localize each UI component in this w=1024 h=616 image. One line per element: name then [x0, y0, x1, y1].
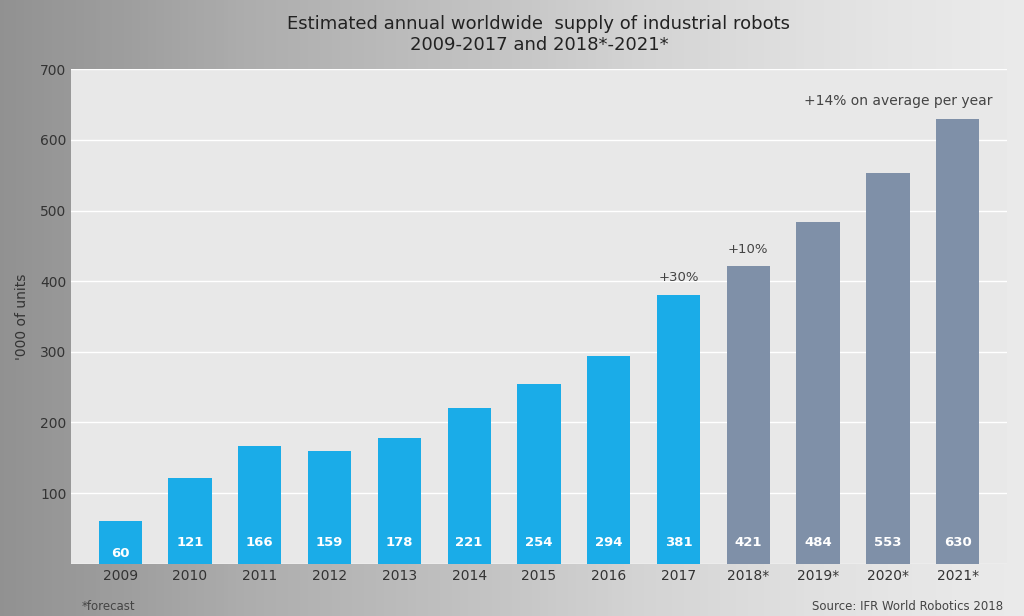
Bar: [587, 356, 631, 564]
Text: 254: 254: [525, 536, 553, 549]
Text: +10%: +10%: [728, 243, 769, 256]
Text: 421: 421: [734, 536, 762, 549]
Bar: [378, 438, 421, 564]
Bar: [797, 222, 840, 564]
Text: 630: 630: [944, 536, 972, 549]
Text: 221: 221: [456, 536, 483, 549]
Bar: [98, 521, 142, 564]
Text: *forecast: *forecast: [82, 600, 135, 613]
Text: 121: 121: [176, 536, 204, 549]
Bar: [727, 266, 770, 564]
Text: 484: 484: [804, 536, 831, 549]
Text: 553: 553: [874, 536, 902, 549]
Bar: [866, 173, 909, 564]
Bar: [239, 447, 282, 564]
Y-axis label: '000 of units: '000 of units: [15, 274, 29, 360]
Text: Source: IFR World Robotics 2018: Source: IFR World Robotics 2018: [812, 600, 1004, 613]
Bar: [168, 478, 212, 564]
Bar: [656, 294, 700, 564]
Title: Estimated annual worldwide  supply of industrial robots
2009-2017 and 2018*-2021: Estimated annual worldwide supply of ind…: [288, 15, 791, 54]
Bar: [308, 452, 351, 564]
Bar: [447, 408, 490, 564]
Text: 166: 166: [246, 536, 273, 549]
Bar: [936, 119, 979, 564]
Text: +14% on average per year: +14% on average per year: [804, 94, 992, 108]
Text: +30%: +30%: [658, 271, 698, 284]
Bar: [517, 384, 560, 564]
Text: 178: 178: [386, 536, 413, 549]
Text: 381: 381: [665, 536, 692, 549]
Text: 159: 159: [315, 536, 343, 549]
Text: 60: 60: [111, 546, 129, 559]
Text: 294: 294: [595, 536, 623, 549]
